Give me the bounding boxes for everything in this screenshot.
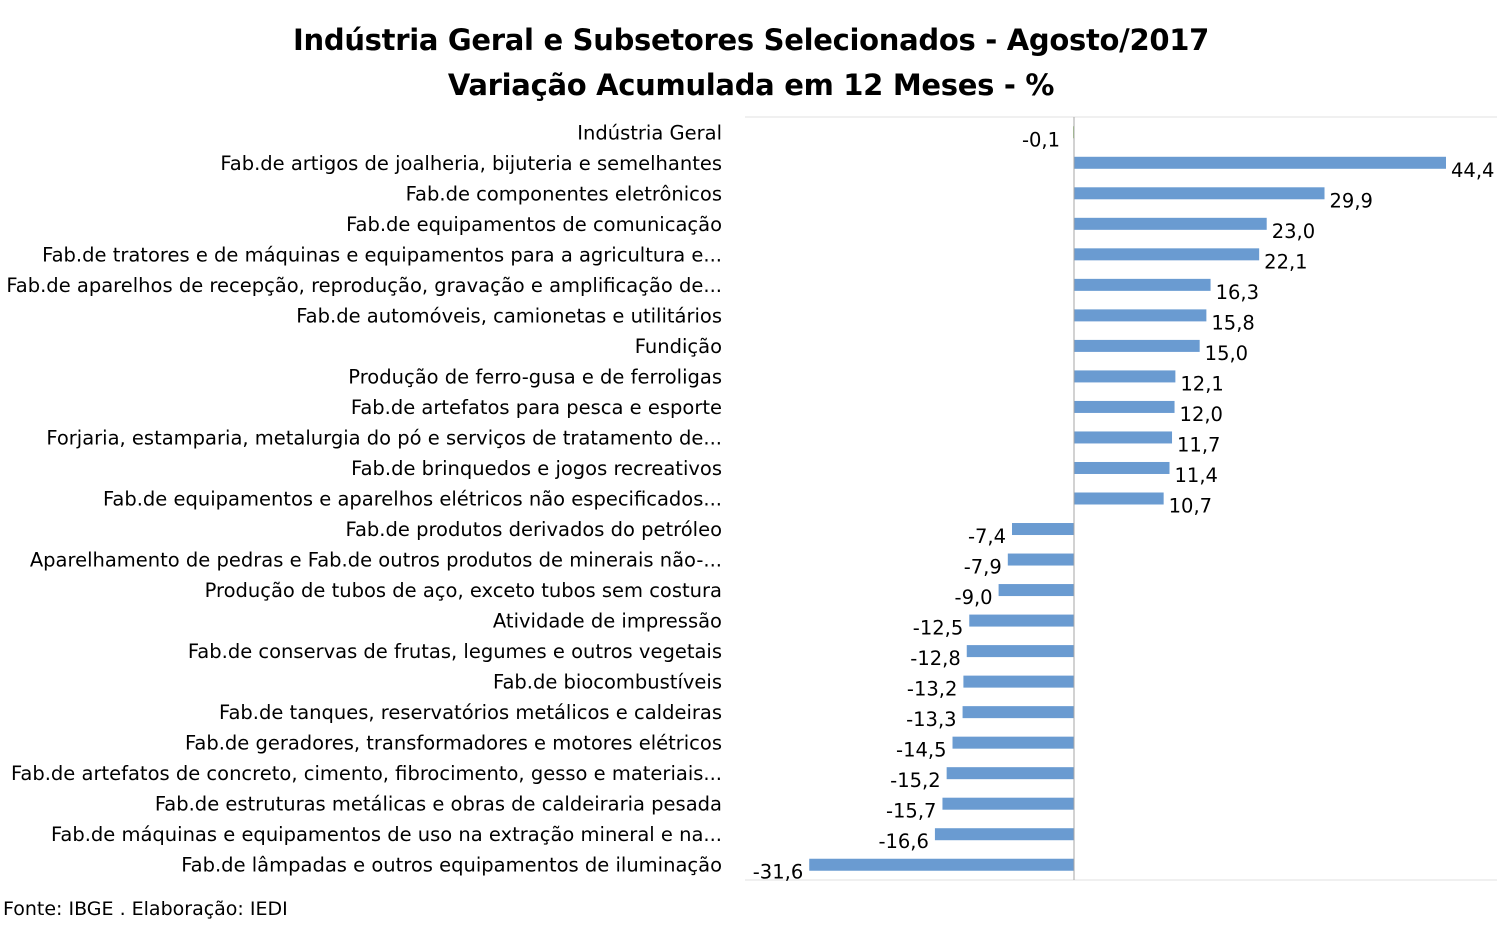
data-label: 10,7 <box>1169 495 1212 518</box>
data-label: -0,1 <box>1022 128 1060 151</box>
bar <box>809 858 1074 871</box>
bar <box>1074 217 1267 230</box>
data-label: -15,7 <box>886 800 936 823</box>
category-label: Fab.de biocombustíveis <box>493 671 722 694</box>
data-label: -12,8 <box>910 647 960 670</box>
data-label: 44,4 <box>1451 159 1494 182</box>
data-label: 12,0 <box>1180 403 1223 426</box>
bar <box>946 767 1074 780</box>
bar <box>969 614 1074 627</box>
category-label: Fab.de brinquedos e jogos recreativos <box>351 457 722 480</box>
category-label: Produção de tubos de aço, exceto tubos s… <box>205 579 722 602</box>
data-label: -31,6 <box>753 861 803 884</box>
bar <box>952 736 1074 749</box>
source-note: Fonte: IBGE . Elaboração: IEDI <box>3 898 288 920</box>
chart-subtitle: Variação Acumulada em 12 Meses - % <box>447 68 1055 102</box>
bar <box>962 706 1074 719</box>
bar <box>1074 431 1173 444</box>
data-label: -16,6 <box>878 830 928 853</box>
chart-title: Indústria Geral e Subsetores Selecionado… <box>293 23 1209 57</box>
category-label: Fab.de artigos de joalheria, bijuteria e… <box>220 152 722 175</box>
category-label: Fab.de tratores e de máquinas e equipame… <box>42 243 722 266</box>
bar <box>1074 187 1325 200</box>
category-label: Fab.de máquinas e equipamentos de uso na… <box>51 823 722 846</box>
bar <box>1074 370 1176 383</box>
category-label: Fab.de geradores, transformadores e moto… <box>185 732 722 755</box>
category-label: Indústria Geral <box>577 121 722 144</box>
category-label: Fab.de equipamentos e aparelhos elétrico… <box>103 488 722 511</box>
category-label: Aparelhamento de pedras e Fab.de outros … <box>30 549 722 572</box>
bar <box>1074 461 1170 474</box>
bar <box>963 675 1074 688</box>
bar <box>934 828 1074 841</box>
data-label: -7,4 <box>968 525 1006 548</box>
bar <box>1074 156 1446 169</box>
category-label: Fab.de automóveis, camionetas e utilitár… <box>296 304 722 327</box>
bar <box>966 645 1074 658</box>
bar <box>1074 248 1260 261</box>
bar <box>1074 278 1211 291</box>
data-label: 16,3 <box>1216 281 1259 304</box>
bar <box>1074 400 1175 413</box>
category-label: Fab.de artefatos para pesca e esporte <box>351 396 722 419</box>
data-label: 15,0 <box>1205 342 1248 365</box>
category-label: Fab.de lâmpadas e outros equipamentos de… <box>181 854 722 877</box>
bar <box>1074 339 1200 352</box>
data-label: 11,4 <box>1175 464 1218 487</box>
data-label: -15,2 <box>890 769 940 792</box>
category-label: Forjaria, estamparia, metalurgia do pó e… <box>46 426 722 449</box>
category-label: Fab.de tanques, reservatórios metálicos … <box>219 701 722 724</box>
data-label: 15,8 <box>1211 311 1254 334</box>
data-label: -12,5 <box>913 617 963 640</box>
data-label: -7,9 <box>964 556 1002 579</box>
category-label: Fab.de equipamentos de comunicação <box>346 213 722 236</box>
data-label: 22,1 <box>1264 250 1307 273</box>
category-label: Fab.de conservas de frutas, legumes e ou… <box>188 640 722 663</box>
category-label: Fab.de artefatos de concreto, cimento, f… <box>11 762 722 785</box>
category-label: Fab.de produtos derivados do petróleo <box>346 518 722 541</box>
bar <box>1012 523 1074 536</box>
data-label: 23,0 <box>1272 220 1315 243</box>
data-label: 11,7 <box>1177 433 1220 456</box>
bar <box>1074 492 1164 505</box>
bar <box>1007 553 1074 566</box>
category-label: Atividade de impressão <box>493 610 722 633</box>
data-label: -13,3 <box>906 708 956 731</box>
data-label: -13,2 <box>907 678 957 701</box>
category-label: Fab.de aparelhos de recepção, reprodução… <box>6 274 722 297</box>
category-label: Produção de ferro-gusa e de ferroligas <box>348 365 722 388</box>
category-label: Fab.de estruturas metálicas e obras de c… <box>155 793 722 816</box>
category-label: Fundição <box>635 335 722 358</box>
bar <box>998 584 1074 597</box>
data-label: 29,9 <box>1330 189 1373 212</box>
bar <box>942 797 1074 810</box>
data-label: -14,5 <box>896 739 946 762</box>
bar <box>1074 309 1207 322</box>
data-label: -9,0 <box>955 586 993 609</box>
category-label: Fab.de componentes eletrônicos <box>406 182 722 205</box>
data-label: 12,1 <box>1180 372 1223 395</box>
